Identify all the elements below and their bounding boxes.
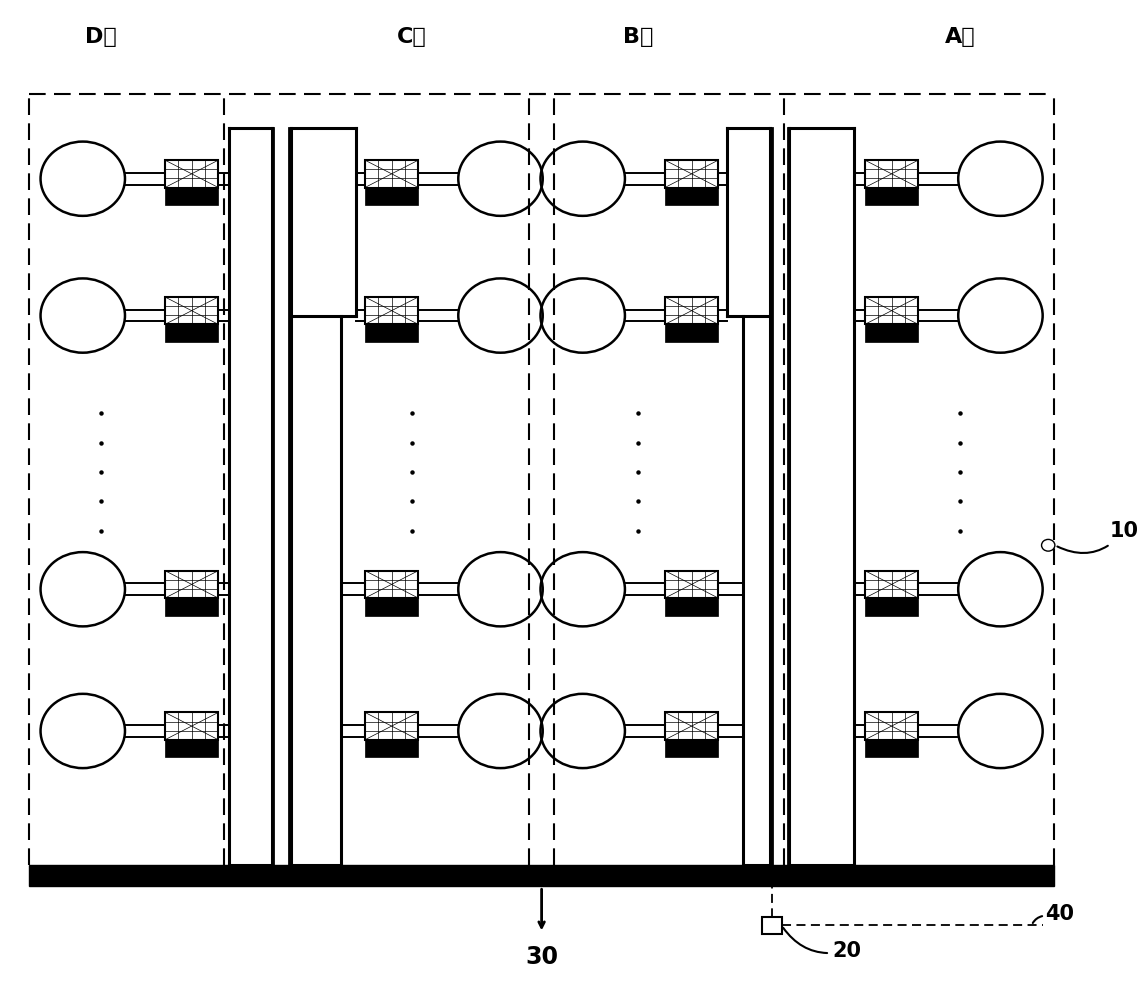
Text: C排: C排 bbox=[396, 27, 426, 47]
Bar bbox=[864, 297, 918, 324]
Bar bbox=[665, 598, 718, 615]
Bar bbox=[164, 740, 218, 757]
Bar bbox=[164, 598, 218, 615]
Bar bbox=[864, 740, 918, 757]
Bar bbox=[164, 713, 218, 740]
Bar bbox=[864, 324, 918, 342]
Bar bbox=[864, 571, 918, 598]
Text: 10: 10 bbox=[1057, 521, 1139, 553]
Text: 40: 40 bbox=[1045, 903, 1073, 924]
Bar bbox=[164, 160, 218, 188]
Text: 30: 30 bbox=[525, 945, 558, 969]
Bar bbox=[365, 740, 418, 757]
Text: 20: 20 bbox=[783, 928, 862, 960]
Bar bbox=[365, 598, 418, 615]
Bar bbox=[864, 160, 918, 188]
Bar bbox=[864, 598, 918, 615]
Bar bbox=[665, 571, 718, 598]
Bar bbox=[365, 324, 418, 342]
Bar bbox=[864, 713, 918, 740]
Bar bbox=[665, 188, 718, 205]
Bar bbox=[365, 188, 418, 205]
Bar bbox=[365, 713, 418, 740]
Bar bbox=[164, 571, 218, 598]
Bar bbox=[164, 188, 218, 205]
Bar bbox=[665, 740, 718, 757]
Bar bbox=[665, 713, 718, 740]
Text: D排: D排 bbox=[85, 27, 116, 47]
Bar bbox=[365, 160, 418, 188]
Bar bbox=[164, 324, 218, 342]
Bar bbox=[30, 865, 1054, 887]
Bar bbox=[665, 297, 718, 324]
Bar bbox=[164, 297, 218, 324]
Bar bbox=[665, 160, 718, 188]
Bar bbox=[365, 571, 418, 598]
Text: B排: B排 bbox=[624, 27, 653, 47]
Bar bbox=[864, 188, 918, 205]
Text: A排: A排 bbox=[946, 27, 975, 47]
Bar bbox=[762, 917, 781, 934]
Bar bbox=[365, 297, 418, 324]
Bar bbox=[665, 324, 718, 342]
